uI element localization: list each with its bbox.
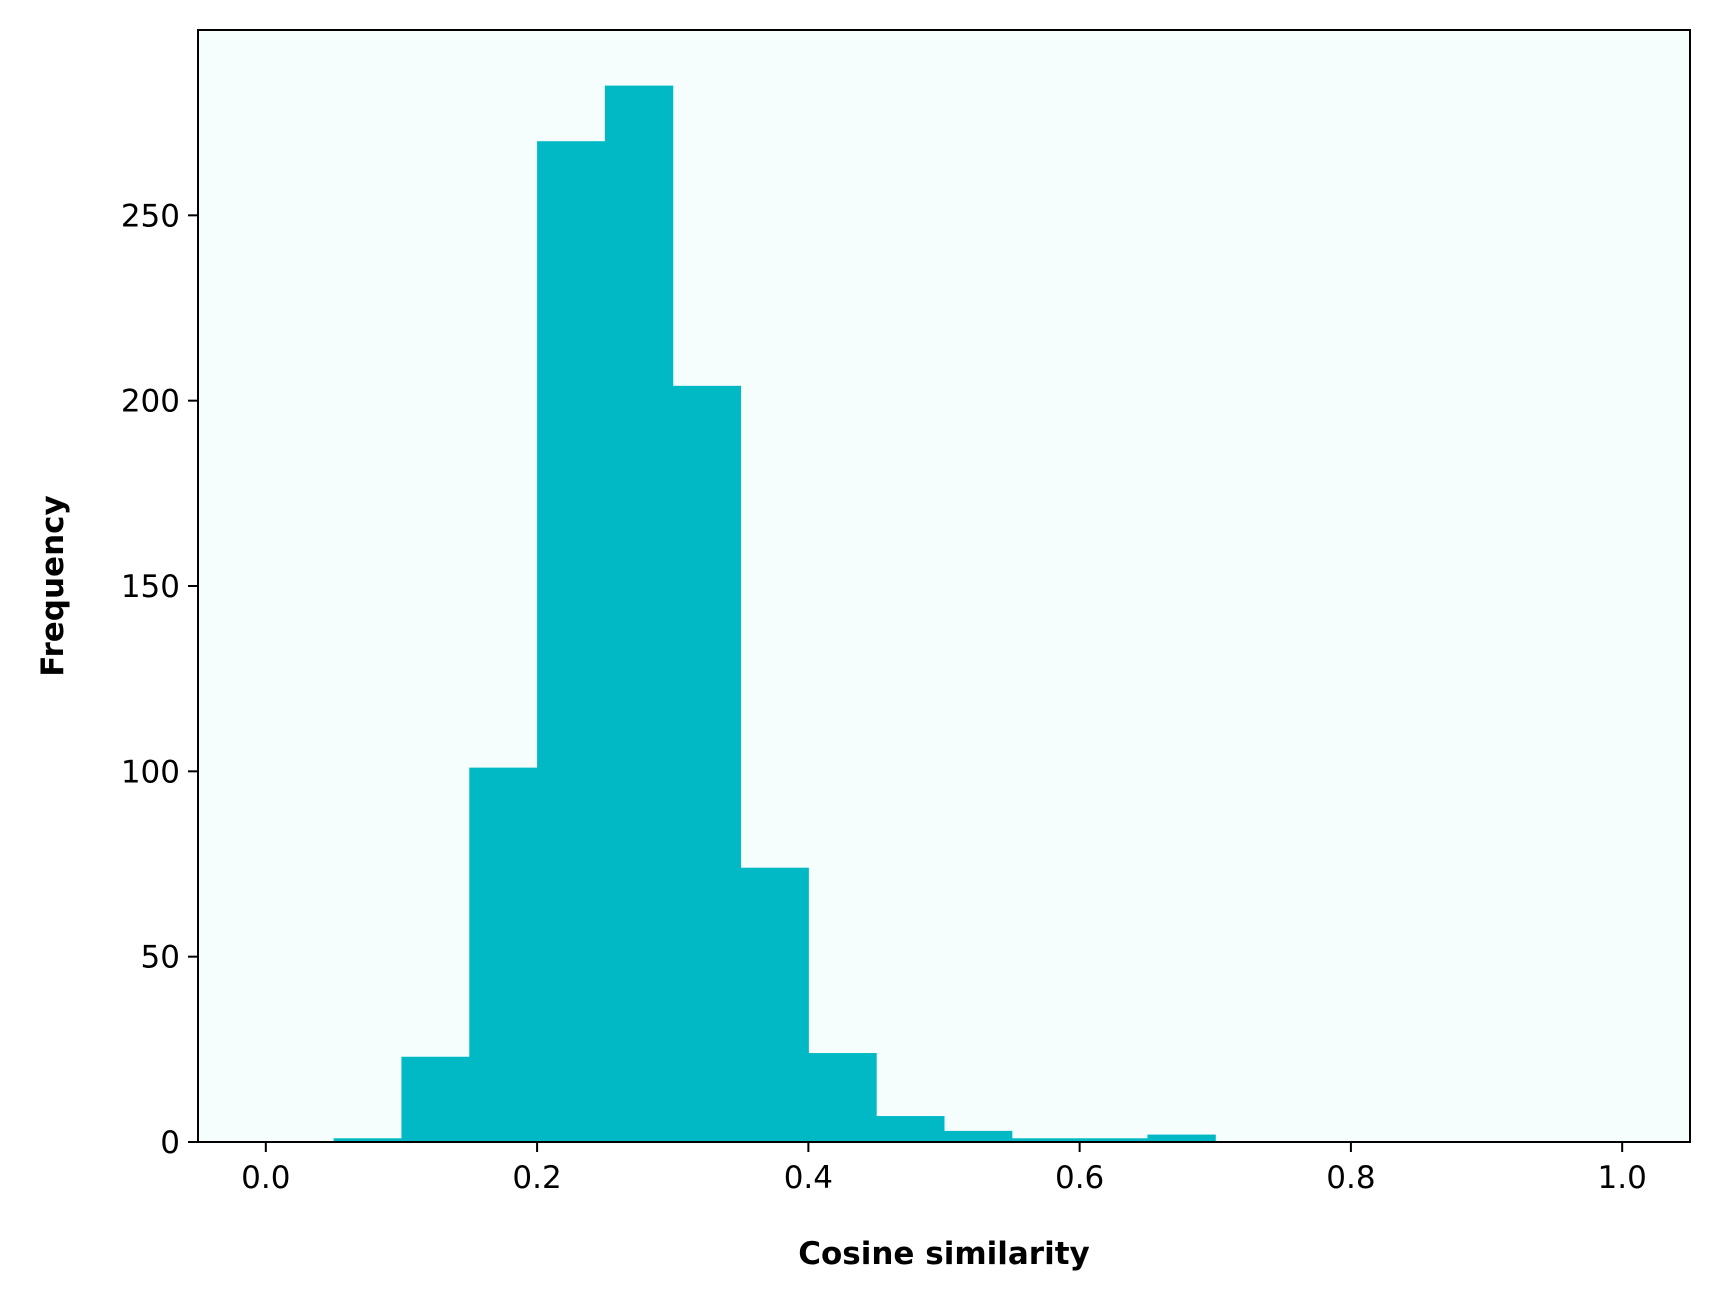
histogram-bar: [1079, 1138, 1148, 1142]
histogram-bar: [944, 1130, 1013, 1142]
x-tick-label: 0.4: [784, 1160, 833, 1196]
histogram-bar: [1147, 1134, 1216, 1142]
y-tick-label: 50: [141, 940, 180, 976]
x-axis-title: Cosine similarity: [798, 1236, 1090, 1272]
x-tick-label: 1.0: [1598, 1160, 1647, 1196]
y-axis-title: Frequency: [35, 495, 71, 676]
histogram-bar: [1011, 1138, 1081, 1142]
plot-frame: [197, 29, 1691, 1143]
y-tick-label: 200: [121, 384, 180, 420]
histogram-bar: [469, 767, 538, 1142]
x-tick-label: 0.6: [1055, 1160, 1104, 1196]
histogram-bar: [333, 1138, 402, 1142]
histogram-bar: [401, 1056, 470, 1142]
histogram-bar: [672, 385, 742, 1143]
histogram-bar: [604, 85, 674, 1143]
histogram-bar: [537, 141, 606, 1142]
x-tick-label: 0.0: [241, 1160, 290, 1196]
y-tick-label: 100: [121, 754, 180, 790]
ticks-layer: 0.0 0.2 0.4 0.6 0.8 1.0 0 50 100 150 200 250: [121, 198, 1647, 1196]
x-tick-label: 0.2: [512, 1160, 561, 1196]
bars-layer: [333, 85, 1216, 1143]
histogram-bar: [740, 867, 809, 1142]
histogram-bar: [876, 1116, 945, 1142]
y-tick-label: 150: [121, 569, 180, 605]
histogram-bar: [808, 1053, 877, 1142]
y-tick-label: 250: [121, 198, 180, 234]
x-tick-label: 0.8: [1326, 1160, 1375, 1196]
plot-background: [198, 30, 1690, 1142]
y-tick-label: 0: [160, 1125, 180, 1161]
